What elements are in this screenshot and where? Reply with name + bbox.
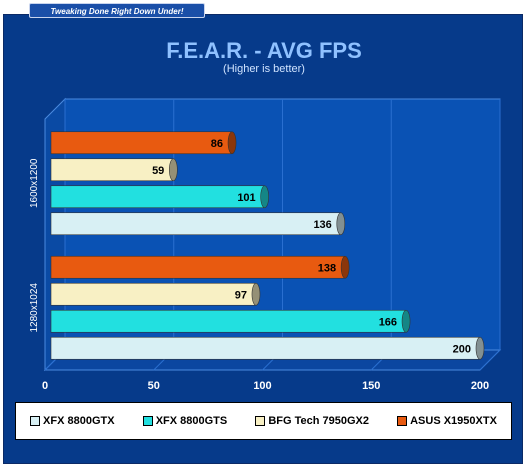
bar <box>50 212 342 236</box>
category-label: 1280x1024 <box>29 283 40 333</box>
x-tick-label: 150 <box>362 380 380 392</box>
x-tick-label: 50 <box>148 380 160 392</box>
legend-label: XFX 8800GTS <box>155 415 228 427</box>
bar-end-cap <box>336 212 346 236</box>
legend-swatch <box>397 416 408 426</box>
bar <box>50 336 481 360</box>
bar-end-cap <box>260 185 269 209</box>
category-label: 1600x1200 <box>29 158 40 208</box>
x-tick-label: 100 <box>253 380 271 392</box>
bar <box>50 255 346 279</box>
legend-item: ASUS X1950XTX <box>397 415 497 427</box>
legend-label: XFX 8800GTX <box>43 415 115 427</box>
bar-value-label: 59 <box>152 165 164 177</box>
legend-item: XFX 8800GTS <box>142 415 228 427</box>
bar-end-cap <box>340 255 350 279</box>
legend-swatch <box>142 416 153 426</box>
legend-label: BFG Tech 7950GX2 <box>268 415 369 427</box>
gridline-floor <box>479 349 501 371</box>
legend: XFX 8800GTX XFX 8800GTS BFG Tech 7950GX2… <box>15 402 512 440</box>
bar-value-label: 101 <box>237 192 255 204</box>
bar-value-label: 166 <box>379 316 397 328</box>
bar <box>50 282 257 306</box>
bar <box>50 185 265 209</box>
legend-swatch <box>255 416 266 426</box>
bar <box>50 309 407 333</box>
bar-end-cap <box>475 336 485 360</box>
bar-end-cap <box>251 282 261 306</box>
bar-value-label: 86 <box>211 138 223 150</box>
chart-title: F.E.A.R. - AVG FPS <box>166 38 362 63</box>
bar-value-label: 97 <box>235 289 247 301</box>
x-tick-label: 0 <box>42 380 48 392</box>
bar-value-label: 138 <box>318 262 336 274</box>
legend-label: ASUS X1950XTX <box>410 415 497 427</box>
watermark-tag: Tweaking Done Right Down Under! <box>29 3 205 18</box>
legend-item: BFG Tech 7950GX2 <box>255 415 369 427</box>
bar <box>50 131 233 155</box>
bar-value-label: 200 <box>453 343 471 355</box>
chart-subtitle: (Higher is better) <box>223 63 305 75</box>
bar-end-cap <box>401 309 411 333</box>
bar-end-cap <box>169 158 178 182</box>
x-tick-label: 200 <box>471 380 489 392</box>
bar-value-label: 136 <box>313 219 331 231</box>
legend-swatch <box>30 416 41 426</box>
legend-item: XFX 8800GTX <box>30 415 115 427</box>
bar-end-cap <box>227 131 237 155</box>
